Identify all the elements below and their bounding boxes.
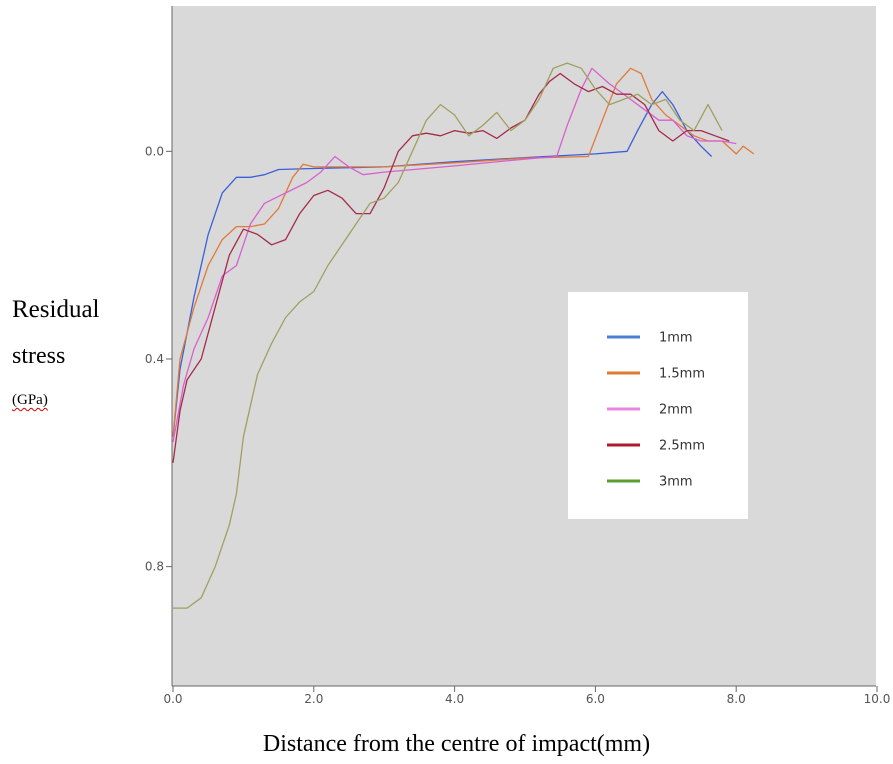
y-tick-label: 0.4	[145, 352, 164, 366]
x-tick-label: 2.0	[304, 692, 323, 706]
x-tick-label: 6.0	[586, 692, 605, 706]
legend-label: 2.5mm	[659, 439, 705, 454]
y-axis-label-line2: stress	[12, 343, 66, 369]
x-tick-label: 4.0	[445, 692, 464, 706]
series-line-3mm	[173, 62, 723, 609]
series-line-1_5mm	[172, 67, 755, 437]
legend-label: 1.5mm	[659, 367, 705, 382]
legend-box	[568, 292, 748, 519]
x-axis-label: Distance from the centre of impact(mm)	[262, 731, 651, 757]
series-line-2mm	[172, 67, 737, 443]
y-tick-label: 0.0	[145, 144, 164, 158]
series-layer	[172, 62, 755, 609]
plot-background	[172, 6, 876, 686]
x-tick-label: 10.0	[864, 692, 891, 706]
x-tick-label: 8.0	[727, 692, 746, 706]
y-axis-label-unit: (GPa)	[12, 392, 48, 408]
axis-ticks: 0.0 2.0 4.0 6.0 8.0 10.0 0.0 0.4 0.8	[145, 144, 890, 706]
y-tick-label: 0.8	[145, 560, 164, 574]
legend-label: 3mm	[659, 475, 693, 490]
legend-label: 2mm	[659, 403, 693, 418]
legend-label: 1mm	[659, 331, 693, 346]
x-tick-label: 0.0	[163, 692, 182, 706]
legend: 1mm 1.5mm 2mm 2.5mm 3mm	[568, 292, 748, 519]
y-axis-label-line1: Residual	[12, 296, 100, 323]
